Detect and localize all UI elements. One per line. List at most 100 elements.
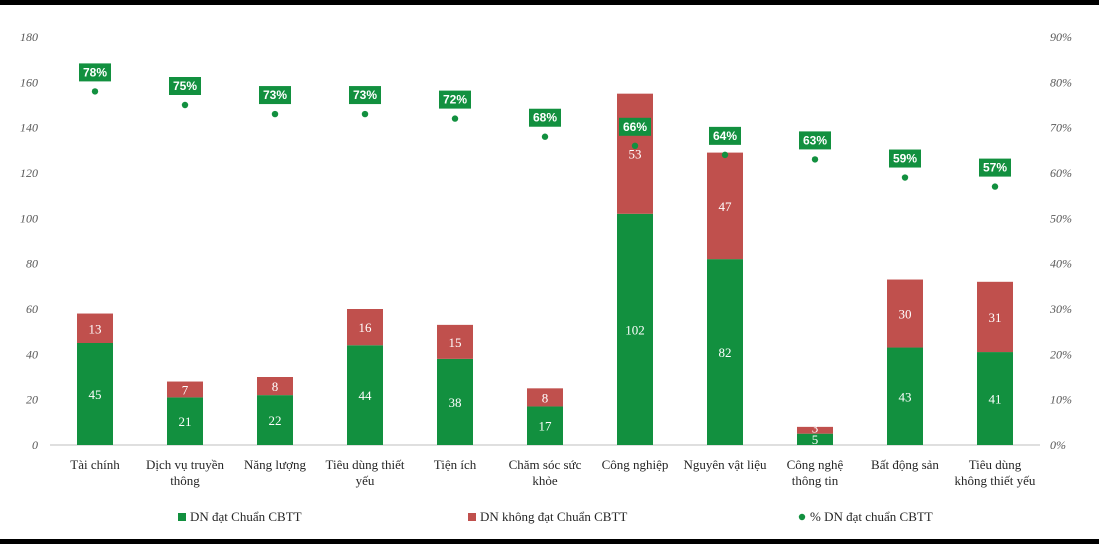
y2-tick-label: 80% <box>1050 75 1072 89</box>
y-tick-label: 120 <box>20 166 38 180</box>
x-category-label: Tài chính <box>70 457 120 472</box>
x-category-label: thông tin <box>792 473 839 488</box>
y-tick-label: 40 <box>26 347 38 361</box>
percent-point <box>541 133 549 140</box>
x-category-label: Công nghiệp <box>602 457 669 472</box>
x-category-label: Tiêu dùng thiết <box>326 457 405 472</box>
y2-tick-label: 20% <box>1050 347 1072 361</box>
bar-segment-pass <box>887 347 923 445</box>
bar-value-label-pass: 41 <box>989 392 1002 407</box>
y2-tick-label: 40% <box>1050 257 1072 271</box>
percent-label-box <box>889 149 921 168</box>
bar-segment-fail <box>707 152 743 260</box>
bar-value-label-fail: 8 <box>542 390 549 405</box>
bar-value-label-pass: 43 <box>899 389 912 404</box>
percent-label-box <box>799 131 831 150</box>
bar-value-label-pass: 44 <box>359 388 373 403</box>
bar-segment-fail <box>797 426 833 434</box>
bar-segment-fail <box>887 279 923 348</box>
x-category-label: khỏe <box>532 473 558 488</box>
percent-point <box>91 88 99 95</box>
percent-point <box>721 151 729 159</box>
x-category-label: Tiêu dùng <box>969 457 1022 472</box>
percent-label: 57% <box>983 161 1007 175</box>
y-tick-label: 180 <box>20 30 38 44</box>
percent-point <box>811 156 819 163</box>
y-tick-label: 80 <box>26 257 38 271</box>
legend-marker-square <box>468 513 476 521</box>
bar-value-label-fail: 16 <box>359 320 373 335</box>
x-category-label: Dịch vụ truyền <box>146 457 224 472</box>
percent-label: 68% <box>533 111 557 125</box>
percent-label-box <box>709 126 741 145</box>
bar-value-label-pass: 38 <box>449 395 462 410</box>
percent-point <box>271 110 279 118</box>
percent-label-box <box>259 86 291 105</box>
bar-segment-fail <box>167 381 203 398</box>
percent-point <box>991 183 999 190</box>
bar-value-label-pass: 45 <box>89 387 102 402</box>
percent-label: 64% <box>713 129 737 143</box>
legend-label: DN không đạt Chuẩn CBTT <box>480 509 627 524</box>
percent-label: 63% <box>803 133 827 147</box>
bar-segment-pass <box>437 358 473 445</box>
bar-value-label-fail: 3 <box>812 421 819 436</box>
bar-value-label-pass: 22 <box>269 413 282 428</box>
bar-value-label-pass: 102 <box>625 322 645 337</box>
right-axis-ticks: 0% 10% 20% 30% 40% 50% 60% 70% 80% 90% <box>1049 30 1072 452</box>
percent-label-box <box>619 117 651 136</box>
y-tick-label: 60 <box>26 302 38 316</box>
legend-marker-circle <box>798 513 806 521</box>
y-tick-label: 140 <box>20 121 38 135</box>
percent-point <box>451 115 459 122</box>
percent-label: 73% <box>353 88 377 102</box>
percent-label: 75% <box>173 79 197 93</box>
x-category-label: Tiện ích <box>434 457 477 472</box>
percent-label-box <box>79 63 111 82</box>
bar-value-label-fail: 53 <box>629 147 642 162</box>
legend: DN đạt Chuẩn CBTT DN không đạt Chuẩn CBTT… <box>178 509 933 524</box>
percent-point <box>631 142 639 149</box>
bar-segment-pass <box>527 406 563 445</box>
legend-label: % DN đạt chuẩn CBTT <box>810 509 933 524</box>
bars: 45 13 21 7 22 8 44 16 38 15 17 8 102 53 82 47 53 43 30 41 31 <box>77 93 1013 447</box>
bar-value-label-fail: 13 <box>89 321 102 336</box>
bar-value-label-fail: 7 <box>182 382 189 397</box>
bar-segment-pass <box>347 345 383 445</box>
bar-value-label-fail: 47 <box>719 199 733 214</box>
x-category-label: Năng lượng <box>244 457 306 472</box>
left-axis-ticks: 0 20 40 60 80 100 120 140 160 180 <box>20 30 38 452</box>
bar-segment-fail <box>527 388 563 407</box>
x-category-label: yếu <box>356 473 375 488</box>
bar-segment-fail <box>257 377 293 396</box>
bar-value-label-pass: 82 <box>719 345 732 360</box>
chart-area: 0 20 40 60 80 100 120 140 160 180 0% 10% 20% 30% 40% 5… <box>0 5 1099 539</box>
percent-label-box <box>979 158 1011 177</box>
y2-tick-label: 70% <box>1050 121 1072 135</box>
bar-segment-fail <box>347 309 383 346</box>
y2-tick-label: 10% <box>1050 393 1072 407</box>
bar-value-label-fail: 31 <box>989 310 1002 325</box>
bar-segment-pass <box>617 213 653 445</box>
percent-label: 78% <box>83 65 107 79</box>
percent-label-box <box>529 108 561 127</box>
x-category-label: Nguyên vật liệu <box>683 457 767 472</box>
bar-segment-fail <box>77 313 113 343</box>
y-tick-label: 100 <box>20 211 38 225</box>
bar-value-label-pass: 5 <box>812 432 819 447</box>
y2-tick-label: 60% <box>1050 166 1072 180</box>
percent-point <box>901 174 909 181</box>
bar-value-label-pass: 17 <box>539 419 553 434</box>
stacked-bar-chart: 0 20 40 60 80 100 120 140 160 180 0% 10% 20% 30% 40% 5… <box>20 30 1072 524</box>
bar-value-label-fail: 15 <box>449 335 462 350</box>
percent-label-box <box>169 77 201 95</box>
y2-tick-label: 50% <box>1050 211 1072 225</box>
x-category-label: Công nghệ <box>787 457 844 472</box>
bar-segment-pass <box>77 343 113 445</box>
legend-label: DN đạt Chuẩn CBTT <box>190 509 302 524</box>
y-tick-label: 160 <box>20 75 38 89</box>
percent-point <box>361 110 369 118</box>
y2-tick-label: 0% <box>1050 438 1066 452</box>
bar-segment-pass <box>707 259 743 445</box>
y2-tick-label: 30% <box>1049 302 1072 316</box>
